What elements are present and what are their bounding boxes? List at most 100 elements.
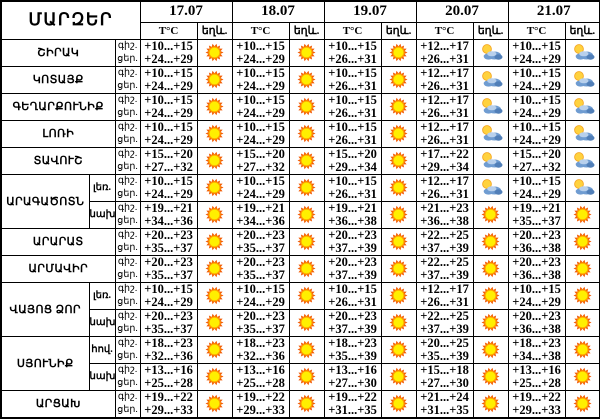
weather-icon-cell [380, 38, 417, 67]
night-label: գիշ. [117, 337, 138, 348]
temp-subheader: T°C [415, 21, 474, 40]
day-temp: +35...+39 [420, 348, 469, 363]
day-temp: +29...+33 [236, 402, 285, 417]
day-temp: +27...+32 [236, 159, 285, 174]
temperature-cell: +10...+15 +24...+29 [231, 119, 290, 148]
temperature-cell: +15...+20 +27...+32 [507, 146, 566, 175]
temperature-cell: +20...+23 +35...+37 [231, 254, 290, 283]
day-label: ցեր. [117, 323, 138, 334]
day-temp: +36...+38 [328, 213, 377, 228]
sun-icon [389, 124, 408, 143]
weather-icon-cell [472, 227, 509, 256]
day-temp: +32...+36 [236, 348, 285, 363]
date-column-header: 17.07 [139, 0, 233, 23]
day-temp: +25...+28 [144, 375, 193, 390]
night-label: գիշ. [117, 94, 138, 105]
region-name-cell: ԳԵՂԱՐՔՈՒՆԻՔ [0, 92, 116, 121]
temperature-cell: +20...+23 +37...+39 [323, 254, 382, 283]
day-temp: +24...+29 [144, 132, 193, 147]
sun-icon [205, 151, 224, 170]
night-temp: +22...+25 [420, 255, 469, 269]
time-of-day-cell: գիշ. ցեր. [114, 335, 141, 364]
sun-icon [205, 259, 224, 278]
night-temp: +12...+17 [420, 120, 469, 134]
night-temp: +10...+15 [236, 120, 285, 134]
weather-icon-cell [564, 362, 600, 391]
region-name-cell: ԱՐՑԱԽ [0, 389, 116, 418]
sun-icon [481, 232, 500, 251]
night-label: գիշ. [117, 148, 138, 159]
day-temp: +27...+32 [512, 159, 561, 174]
day-label: ցեր. [117, 404, 138, 415]
sun-icon [389, 340, 408, 359]
day-temp: +35...+37 [512, 213, 561, 228]
sun-icon [205, 367, 224, 386]
day-temp: +24...+29 [236, 132, 285, 147]
night-temp: +19...+22 [144, 390, 193, 404]
day-label: ցեր. [117, 107, 138, 118]
sun-icon [389, 151, 408, 170]
day-temp: +35...+37 [144, 240, 193, 255]
weather-icon-cell [196, 92, 233, 121]
temperature-cell: +18...+23 +32...+36 [231, 335, 290, 364]
sun-icon [573, 313, 592, 332]
weather-icon-cell [564, 227, 600, 256]
weather-icon-cell [472, 146, 509, 175]
table-row: նախ.գիշ.ցեր.+19...+21+34...+36+19...+21+… [1, 200, 600, 229]
night-temp: +20...+23 [236, 228, 285, 242]
date-column-header: 19.07 [323, 0, 417, 23]
sun-icon [297, 151, 316, 170]
day-label: ցեր. [117, 134, 138, 145]
table-row: նախ.գիշ.ցեր.+20...+23+35...+37+20...+23+… [1, 308, 600, 337]
sun-icon [573, 394, 592, 413]
sun-icon [205, 205, 224, 224]
day-label: ցեր. [117, 242, 138, 253]
day-temp: +31...+35 [328, 402, 377, 417]
temperature-cell: +12...+17 +26...+31 [415, 65, 474, 94]
weather-icon-cell [196, 308, 233, 337]
region-name-cell: ԿՈՏԱՅՔ [0, 65, 116, 94]
sun-icon [205, 286, 224, 305]
table-row: ԱՐՄԱՎԻՐ գիշ. ցեր. +20...+23 +35...+37 +20...+… [0, 254, 600, 283]
day-temp: +26...+31 [328, 132, 377, 147]
temperature-cell: +18...+23 +32...+36 [139, 335, 198, 364]
day-temp: +24...+29 [236, 186, 285, 201]
day-temp: +24...+29 [144, 186, 193, 201]
weather-icon-cell [472, 92, 509, 121]
day-temp: +37...+39 [420, 240, 469, 255]
temperature-cell: +20...+23 +36...+38 [507, 254, 566, 283]
region-name-cell: ԱՐԱԳԱԾՈՏՆ [0, 173, 90, 229]
day-label: ցեր. [117, 161, 138, 172]
temp-subheader: T°C [231, 21, 290, 40]
sun-behind-cloud-icon [482, 152, 503, 168]
night-temp: +10...+15 [328, 282, 377, 296]
day-temp: +37...+39 [420, 267, 469, 282]
night-temp: +10...+15 [512, 120, 561, 134]
temperature-cell: +13...+16 +27...+30 [323, 362, 382, 391]
night-temp: +15...+18 [420, 363, 469, 377]
weather-subheader: եղև. [472, 21, 509, 40]
time-of-day-cell: գիշ. ցեր. [114, 281, 141, 310]
day-temp: +26...+31 [328, 105, 377, 120]
temperature-cell: +10...+15 +24...+29 [231, 173, 290, 202]
region-name-cell: ՍՅՈՒՆԻՔ [0, 335, 90, 391]
date-column-header: 18.07 [231, 0, 325, 23]
weather-icon-cell [472, 335, 509, 364]
day-temp: +24...+29 [144, 51, 193, 66]
weather-icon-cell [564, 38, 600, 67]
night-temp: +10...+15 [328, 174, 377, 188]
weather-icon-cell [196, 65, 233, 94]
day-label: ցեր. [117, 188, 138, 199]
temperature-cell: +17...+22 +29...+34 [415, 146, 474, 175]
weather-icon-cell [380, 335, 417, 364]
weather-icon-cell [564, 254, 600, 283]
temperature-cell: +10...+15 +26...+31 [323, 119, 382, 148]
day-temp: +37...+39 [328, 321, 377, 336]
date-column-header: 21.07 [507, 0, 600, 23]
night-temp: +20...+23 [328, 255, 377, 269]
temperature-cell: +20...+23 +37...+39 [323, 227, 382, 256]
time-of-day-cell: գիշ. ցեր. [114, 65, 141, 94]
temperature-cell: +12...+17 +26...+31 [415, 92, 474, 121]
temperature-cell: +15...+18 +27...+30 [415, 362, 474, 391]
night-temp: +20...+25 [420, 336, 469, 350]
